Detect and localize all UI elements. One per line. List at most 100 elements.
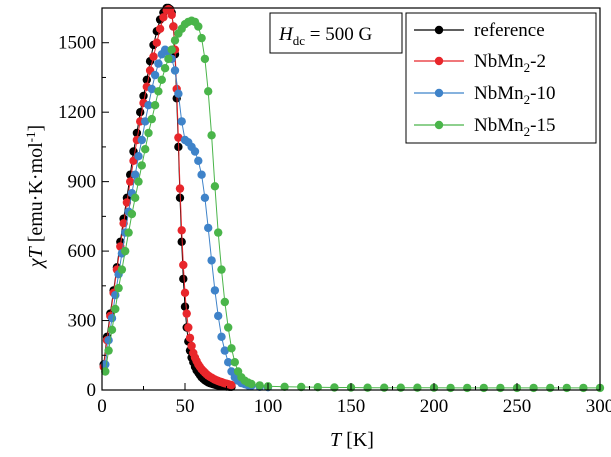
data-point-nbmn2-15 [214,228,223,237]
data-point-nbmn2-2 [152,38,161,47]
data-point-nbmn2-15 [562,383,571,393]
data-point-nbmn2-10 [214,311,223,321]
legend-label-nbmn2-15: NbMn2-15 [474,115,555,139]
data-point-nbmn2-15 [247,379,256,389]
legend-marker-nbmn2-2 [434,56,444,66]
data-point-nbmn2-15 [313,383,322,392]
data-point-nbmn2-15 [194,22,203,31]
annotation-prefix: H [278,24,294,45]
data-point-reference [180,302,190,311]
annotation-box: Hdc = 500 G [269,12,403,54]
data-point-nbmn2-2 [159,13,168,22]
data-point-nbmn2-2 [175,184,185,193]
data-point-nbmn2-10 [200,193,210,202]
data-point-nbmn2-15 [104,346,113,355]
data-point-nbmn2-2 [122,198,132,207]
data-point-nbmn2-15 [170,36,180,45]
x-tick-label: 150 [337,396,366,417]
data-point-nbmn2-15 [204,87,213,96]
data-point-nbmn2-15 [496,383,505,393]
data-point-nbmn2-10 [150,70,160,80]
y-tick-label: 900 [68,172,97,193]
data-point-nbmn2-10 [141,117,150,126]
data-point-nbmn2-10 [174,89,183,98]
legend-label-reference: reference [474,20,545,41]
data-point-nbmn2-15 [463,383,472,393]
data-point-nbmn2-2 [177,226,186,235]
data-point-nbmn2-10 [224,358,233,367]
annotation-frame [269,12,403,54]
y-tick-label: 300 [68,311,97,332]
legend: reference NbMn2-2 NbMn2-10 NbMn2-15 [405,12,597,144]
data-point-nbmn2-15 [255,381,264,390]
data-point-nbmn2-15 [147,114,156,124]
data-point-nbmn2-15 [579,383,588,393]
data-point-nbmn2-15 [164,54,173,64]
data-point-nbmn2-2 [155,24,165,33]
axes-layer: 0 50 100 150 200 250 300 0 300 600 900 1200 1500 [58,7,611,417]
data-point-nbmn2-2 [174,133,183,142]
data-point-nbmn2-15 [297,382,306,392]
data-point-nbmn2-15 [479,383,488,393]
data-point-nbmn2-15 [363,383,372,392]
y-axis-title: χT [emu·K·mol-1] [23,125,47,269]
x-tick-label: 0 [97,396,107,417]
data-point-nbmn2-15 [220,297,229,307]
legend-entry-nbmn2-2: NbMn2-2 [414,51,546,75]
data-point-nbmn2-10 [147,84,156,94]
legend-entry-nbmn2-10: NbMn2-10 [414,83,555,107]
x-tick-label: 200 [420,396,449,417]
data-point-nbmn2-2 [179,260,188,270]
data-point-nbmn2-10 [131,170,140,179]
legend-label-nbmn2-10: NbMn2-10 [474,83,555,107]
series-layer [99,3,605,393]
data-point-nbmn2-10 [101,360,110,369]
y-tick-label: 1500 [58,33,96,54]
data-point-nbmn2-15 [207,131,216,140]
data-point-nbmn2-15 [280,382,289,391]
data-point-nbmn2-15 [157,75,166,85]
data-point-nbmn2-15 [150,101,160,110]
data-point-nbmn2-15 [227,344,236,353]
data-point-nbmn2-2 [184,323,193,332]
data-point-nbmn2-10 [204,223,213,233]
data-point-nbmn2-2 [182,309,191,318]
data-point-reference [179,274,188,284]
data-point-nbmn2-15 [124,228,133,237]
data-point-nbmn2-10 [207,256,216,265]
annotation-subscript: dc [293,33,306,48]
x-tick-label: 250 [503,396,532,417]
data-point-nbmn2-10 [137,135,146,145]
data-point-reference [177,237,186,246]
data-point-nbmn2-10 [170,66,180,75]
data-point-nbmn2-15 [446,383,455,393]
data-point-nbmn2-10 [197,170,206,179]
data-point-nbmn2-15 [529,383,538,393]
data-point-nbmn2-10 [217,332,226,341]
y-tick-label: 600 [68,241,97,262]
data-point-nbmn2-2 [187,341,196,351]
data-point-nbmn2-15 [217,265,226,274]
data-point-nbmn2-15 [160,63,170,73]
data-point-nbmn2-2 [180,288,190,297]
annotation-suffix: = 500 G [305,24,372,45]
data-point-nbmn2-15 [210,182,220,191]
y-tick-label: 0 [87,380,97,401]
data-point-nbmn2-10 [104,336,113,345]
data-point-nbmn2-2 [149,52,158,61]
data-point-nbmn2-2 [167,10,176,20]
legend-entry-nbmn2-15: NbMn2-15 [414,115,555,139]
x-tick-label: 100 [254,396,283,417]
data-point-nbmn2-15 [117,265,127,274]
data-point-nbmn2-15 [154,87,163,96]
legend-marker-nbmn2-15 [434,120,444,130]
data-point-nbmn2-15 [131,193,140,202]
data-point-reference [136,108,145,117]
data-point-nbmn2-15 [101,367,110,376]
data-point-nbmn2-15 [114,283,123,293]
data-point-nbmn2-2 [227,380,236,390]
data-point-nbmn2-10 [177,117,186,126]
legend-label-nbmn2-2: NbMn2-2 [474,51,546,75]
data-point-nbmn2-15 [197,33,206,43]
data-point-nbmn2-15 [167,45,176,54]
